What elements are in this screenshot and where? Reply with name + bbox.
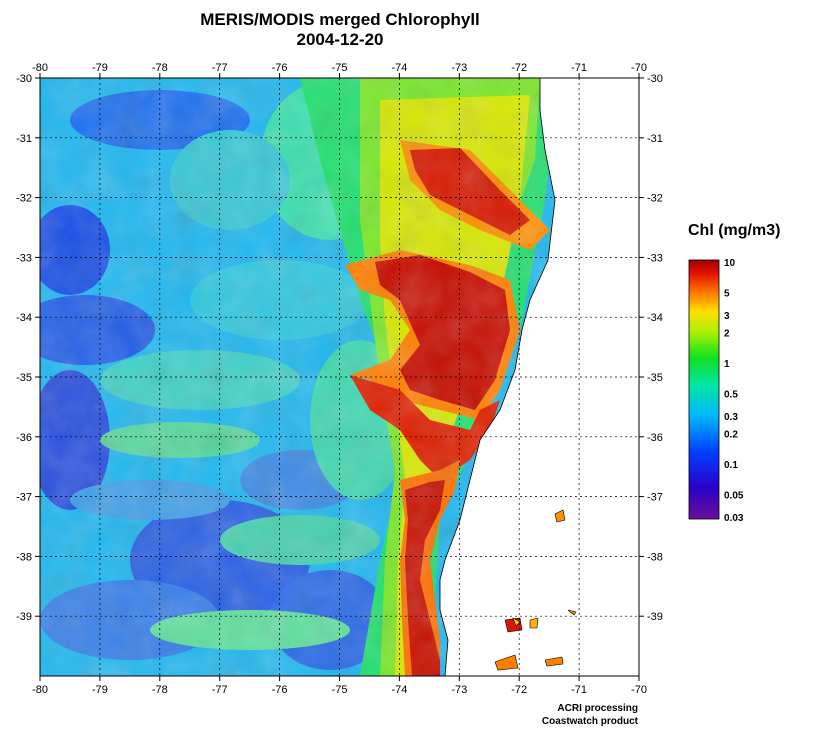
legend-label: 0.05 [724,491,744,502]
latitude-tick-label: -35 [16,372,32,384]
longitude-tick-label: -78 [152,62,168,74]
longitude-tick-label: -73 [451,62,467,74]
legend-label: 10 [724,258,736,269]
latitude-tick-label: -34 [16,312,32,324]
latitude-tick-label: -35 [647,372,663,384]
longitude-tick-label: -72 [511,62,527,74]
latitude-tick-label: -38 [16,551,32,563]
longitude-axis-top: -80 -79 -78 -77 -76 -75 -74 -73 -72 -71 -70 [32,62,647,78]
latitude-tick-label: -32 [647,193,663,205]
credit-product: Coastwatch product [541,716,638,727]
longitude-tick-label: -70 [631,684,647,696]
latitude-axis-left: -30 -31 -32 -33 -34 -35 -36 -37 -38 -39 [16,73,40,623]
legend-colorbar [688,259,720,520]
legend-label: 0.03 [724,513,744,524]
latitude-tick-label: -39 [16,611,32,623]
legend-label: 0.3 [724,412,738,423]
longitude-tick-label: -76 [272,684,288,696]
longitude-tick-label: -80 [32,684,48,696]
longitude-tick-label: -75 [332,62,348,74]
legend-title: Chl (mg/m3) [688,222,781,239]
legend-label: 2 [724,329,730,340]
longitude-tick-label: -70 [631,62,647,74]
latitude-tick-label: -31 [647,133,663,145]
chlorophyll-field [40,78,639,676]
legend-label: 0.2 [724,430,738,441]
longitude-tick-label: -75 [332,684,348,696]
latitude-tick-label: -36 [16,432,32,444]
longitude-tick-label: -73 [451,684,467,696]
legend-label: 0.1 [724,460,738,471]
longitude-tick-label: -78 [152,684,168,696]
longitude-tick-label: -80 [32,62,48,74]
legend-label: 3 [724,311,730,322]
latitude-tick-label: -38 [647,551,663,563]
latitude-tick-label: -32 [16,193,32,205]
longitude-axis-bottom: -80 -79 -78 -77 -76 -75 -74 -73 -72 -71 -70 [32,676,647,696]
latitude-tick-label: -30 [647,73,663,85]
credit-processing: ACRI processing [557,703,638,714]
land-mass [439,78,639,676]
longitude-tick-label: -77 [212,62,228,74]
latitude-tick-label: -31 [16,133,32,145]
latitude-tick-label: -39 [647,611,663,623]
longitude-tick-label: -71 [571,684,587,696]
longitude-tick-label: -76 [272,62,288,74]
longitude-tick-label: -74 [391,684,407,696]
longitude-tick-label: -77 [212,684,228,696]
legend-label: 0.5 [724,390,738,401]
latitude-tick-label: -34 [647,312,663,324]
longitude-tick-label: -79 [92,684,108,696]
latitude-tick-label: -36 [647,432,663,444]
longitude-tick-label: -74 [391,62,407,74]
map-title: MERIS/MODIS merged Chlorophyll [200,10,480,29]
latitude-tick-label: -33 [16,252,32,264]
longitude-tick-label: -71 [571,62,587,74]
latitude-tick-label: -37 [647,492,663,504]
legend-label: 5 [724,288,730,299]
legend-label: 1 [724,359,730,370]
latitude-tick-label: -37 [16,492,32,504]
latitude-axis-right: -30 -31 -32 -33 -34 -35 -36 -37 -38 -39 [639,73,663,623]
latitude-tick-label: -30 [16,73,32,85]
longitude-tick-label: -72 [511,684,527,696]
latitude-tick-label: -33 [647,252,663,264]
longitude-tick-label: -79 [92,62,108,74]
legend-labels: 10 5 3 2 1 0.5 0.3 0.2 0.1 0.05 0.03 [724,258,744,524]
map-date: 2004-12-20 [296,30,384,49]
